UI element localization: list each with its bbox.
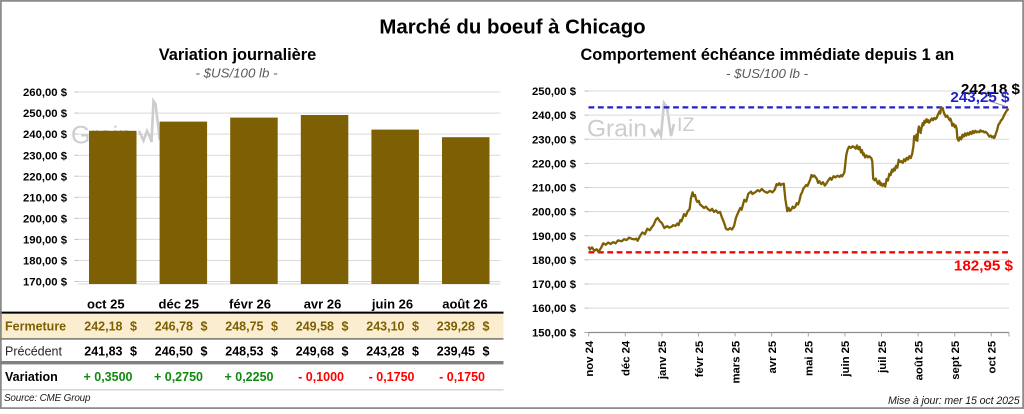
- svg-text:242,18 $: 242,18 $: [961, 81, 1021, 98]
- svg-text:239,28: 239,28: [437, 320, 475, 334]
- svg-text:Comportement échéance immédiat: Comportement échéance immédiate depuis 1…: [581, 46, 955, 64]
- svg-text:239,45: 239,45: [437, 345, 475, 359]
- svg-text:220,00 $: 220,00 $: [23, 171, 68, 183]
- svg-text:oct 25: oct 25: [87, 296, 125, 311]
- svg-text:Fermeture: Fermeture: [5, 320, 66, 334]
- svg-text:+ 0,2750: + 0,2750: [154, 370, 203, 384]
- svg-text:200,00 $: 200,00 $: [23, 214, 68, 226]
- svg-text:248,53: 248,53: [225, 345, 263, 359]
- svg-text:241,83: 241,83: [84, 345, 122, 359]
- svg-text:janv 25: janv 25: [657, 341, 669, 380]
- svg-text:242,18: 242,18: [84, 320, 122, 334]
- svg-text:150,00 $: 150,00 $: [532, 328, 577, 340]
- svg-text:243,25 $: 243,25 $: [950, 89, 1010, 106]
- svg-text:- $US/100 lb -: - $US/100 lb -: [726, 66, 809, 81]
- svg-text:Variation journalière: Variation journalière: [159, 46, 317, 64]
- svg-text:200,00 $: 200,00 $: [532, 207, 577, 219]
- svg-text:210,00 $: 210,00 $: [532, 183, 577, 195]
- svg-text:févr 25: févr 25: [694, 341, 706, 377]
- svg-text:$: $: [201, 320, 208, 334]
- svg-text:déc 24: déc 24: [621, 340, 633, 376]
- svg-text:- 0,1750: - 0,1750: [369, 370, 415, 384]
- svg-text:Variation: Variation: [5, 370, 58, 384]
- svg-text:250,00 $: 250,00 $: [23, 108, 68, 120]
- svg-text:$: $: [483, 320, 490, 334]
- svg-text:+ 0,2250: + 0,2250: [224, 370, 273, 384]
- svg-text:- 0,1000: - 0,1000: [298, 370, 344, 384]
- svg-text:juin 26: juin 26: [371, 296, 413, 311]
- svg-text:180,00 $: 180,00 $: [532, 255, 577, 267]
- svg-text:avr 26: avr 26: [304, 296, 342, 311]
- svg-text:- $US/100 lb -: - $US/100 lb -: [195, 66, 278, 81]
- svg-text:IZ: IZ: [677, 114, 695, 136]
- svg-text:190,00 $: 190,00 $: [532, 231, 577, 243]
- svg-text:248,75: 248,75: [225, 320, 263, 334]
- svg-text:déc 25: déc 25: [159, 296, 199, 311]
- svg-text:sept 25: sept 25: [950, 341, 962, 380]
- svg-text:170,00 $: 170,00 $: [23, 277, 68, 289]
- svg-text:260,00 $: 260,00 $: [23, 87, 68, 99]
- svg-text:Marché du boeuf à Chicago: Marché du boeuf à Chicago: [379, 17, 645, 39]
- svg-text:220,00 $: 220,00 $: [532, 159, 577, 171]
- svg-text:246,78: 246,78: [155, 320, 193, 334]
- svg-text:$: $: [483, 345, 490, 359]
- svg-text:juin 25: juin 25: [840, 341, 852, 378]
- svg-text:Mise à jour: mer 15 oct 2025: Mise à jour: mer 15 oct 2025: [888, 395, 1020, 407]
- svg-text:240,00 $: 240,00 $: [532, 110, 577, 122]
- svg-text:août 25: août 25: [913, 341, 925, 381]
- svg-text:170,00 $: 170,00 $: [532, 279, 577, 291]
- svg-text:Grain: Grain: [587, 115, 647, 142]
- svg-text:$: $: [342, 320, 349, 334]
- svg-text:avr 25: avr 25: [767, 341, 779, 374]
- svg-text:249,58: 249,58: [296, 320, 334, 334]
- svg-text:+ 0,3500: + 0,3500: [83, 370, 132, 384]
- svg-text:mars 25: mars 25: [730, 341, 742, 384]
- svg-text:180,00 $: 180,00 $: [23, 256, 68, 268]
- svg-text:243,28: 243,28: [366, 345, 404, 359]
- svg-text:250,00 $: 250,00 $: [532, 86, 577, 98]
- svg-text:août 26: août 26: [442, 296, 488, 311]
- svg-text:243,10: 243,10: [366, 320, 404, 334]
- svg-text:240,00 $: 240,00 $: [23, 129, 68, 141]
- svg-text:Précédent: Précédent: [5, 345, 63, 359]
- svg-text:$: $: [412, 345, 419, 359]
- svg-text:230,00 $: 230,00 $: [532, 134, 577, 146]
- svg-text:210,00 $: 210,00 $: [23, 192, 68, 204]
- svg-text:nov 24: nov 24: [584, 340, 596, 377]
- svg-text:oct 25: oct 25: [987, 341, 999, 374]
- svg-text:160,00 $: 160,00 $: [532, 303, 577, 315]
- svg-text:$: $: [412, 320, 419, 334]
- svg-text:$: $: [271, 320, 278, 334]
- svg-text:$: $: [271, 345, 278, 359]
- svg-text:juil 25: juil 25: [877, 341, 889, 374]
- svg-text:$: $: [201, 345, 208, 359]
- svg-text:Source: CME Group: Source: CME Group: [4, 393, 91, 404]
- svg-text:févr 26: févr 26: [229, 296, 271, 311]
- svg-text:182,95 $: 182,95 $: [954, 257, 1014, 274]
- svg-text:mai 25: mai 25: [804, 341, 816, 376]
- svg-text:$: $: [130, 345, 137, 359]
- svg-text:190,00 $: 190,00 $: [23, 235, 68, 247]
- svg-text:246,50: 246,50: [155, 345, 193, 359]
- svg-text:$: $: [342, 345, 349, 359]
- svg-text:230,00 $: 230,00 $: [23, 150, 68, 162]
- svg-text:249,68: 249,68: [296, 345, 334, 359]
- svg-text:$: $: [130, 320, 137, 334]
- svg-text:- 0,1750: - 0,1750: [439, 370, 485, 384]
